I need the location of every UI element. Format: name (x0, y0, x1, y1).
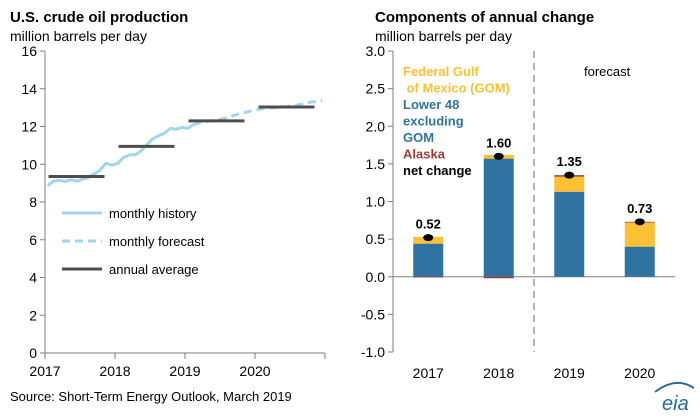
left-chart-subtitle: million barrels per day (10, 28, 147, 44)
net-change-label-2020: 0.73 (627, 201, 652, 216)
left-y-tick-label: 14 (21, 81, 37, 97)
right-y-tick-label: 2.0 (366, 118, 386, 134)
right-y-tick-label: 1.5 (366, 156, 386, 172)
left-x-tick-label: 2017 (29, 363, 60, 379)
source-note: Source: Short-Term Energy Outlook, March… (10, 389, 292, 404)
net-change-label-2018: 1.60 (486, 135, 511, 150)
left-chart-title: U.S. crude oil production (10, 9, 188, 26)
monthly-forecast-line (192, 99, 323, 127)
left-legend-label-history: monthly history (109, 206, 197, 221)
right-x-tick-label: 2017 (413, 365, 444, 381)
monthly-history-line (46, 123, 195, 187)
right-legend-alaska: Alaska (403, 147, 446, 162)
left-y-tick-label: 8 (29, 194, 37, 210)
left-y-tick-label: 4 (29, 270, 37, 286)
right-y-tick-label: 1.0 (366, 194, 386, 210)
right-chart-plot: -1.0 -0.5 0.0 0.5 1.0 1.5 2.0 2.5 3.0 2017 2018 201… (361, 43, 675, 381)
left-y-tick-label: 12 (21, 119, 37, 135)
right-x-tick-label: 2019 (554, 365, 585, 381)
right-chart-subtitle: million barrels per day (375, 28, 512, 44)
bar-lower48-2018 (483, 158, 514, 277)
bar-alaska-2018 (483, 276, 514, 279)
net-change-marker-2019 (564, 171, 575, 179)
bar-lower48-2020 (624, 246, 655, 277)
right-chart-title: Components of annual change (375, 9, 594, 26)
right-y-tick-label: -1.0 (361, 344, 385, 360)
bar-gom-2019 (554, 176, 585, 192)
bar-alaska-2017 (413, 276, 444, 278)
left-y-tick-label: 10 (21, 156, 37, 172)
eia-logo-arc (654, 381, 695, 393)
left-x-tick-label: 2018 (99, 363, 130, 379)
right-y-tick-label: 0.0 (366, 269, 386, 285)
right-y-tick-label: 3.0 (366, 43, 386, 59)
right-y-tick-label: -0.5 (361, 306, 385, 322)
bar-lower48-2019 (554, 191, 585, 277)
bar-gom-2020 (624, 222, 655, 247)
left-y-tick-label: 0 (29, 345, 37, 361)
right-y-tick-label: 2.5 (366, 81, 386, 97)
net-change-label-2019: 1.35 (557, 154, 582, 169)
left-x-tick-label: 2020 (239, 363, 270, 379)
left-chart-plot: 0 2 4 6 8 10 12 14 16 2017 2018 2019 2020 monthly his… (21, 43, 326, 379)
net-change-marker-2020 (634, 218, 645, 226)
left-y-tick-label: 2 (29, 307, 37, 323)
right-x-tick-label: 2020 (624, 365, 655, 381)
right-legend-lower48: GOM (403, 130, 434, 145)
net-change-marker-2018 (493, 152, 504, 160)
right-x-tick-label: 2018 (483, 365, 514, 381)
forecast-label: forecast (584, 64, 631, 79)
eia-logo: eia (654, 381, 695, 415)
right-legend-lower48: excluding (403, 114, 464, 129)
net-change-label-2017: 0.52 (416, 217, 441, 232)
left-legend-label-annual: annual average (109, 262, 199, 277)
bar-lower48-2017 (413, 243, 444, 277)
right-legend-lower48: Lower 48 (403, 97, 459, 112)
right-legend-gom: Federal Gulf (403, 64, 480, 79)
left-legend-label-forecast: monthly forecast (109, 234, 205, 249)
left-y-tick-label: 16 (21, 43, 37, 59)
eia-logo-text: eia (662, 393, 689, 415)
left-x-tick-label: 2019 (169, 363, 200, 379)
right-y-tick-label: 0.5 (366, 231, 386, 247)
left-y-tick-label: 6 (29, 232, 37, 248)
right-legend-gom: of Mexico (GOM) (403, 81, 510, 96)
right-legend-net: net change (403, 163, 472, 178)
net-change-marker-2017 (423, 234, 434, 242)
